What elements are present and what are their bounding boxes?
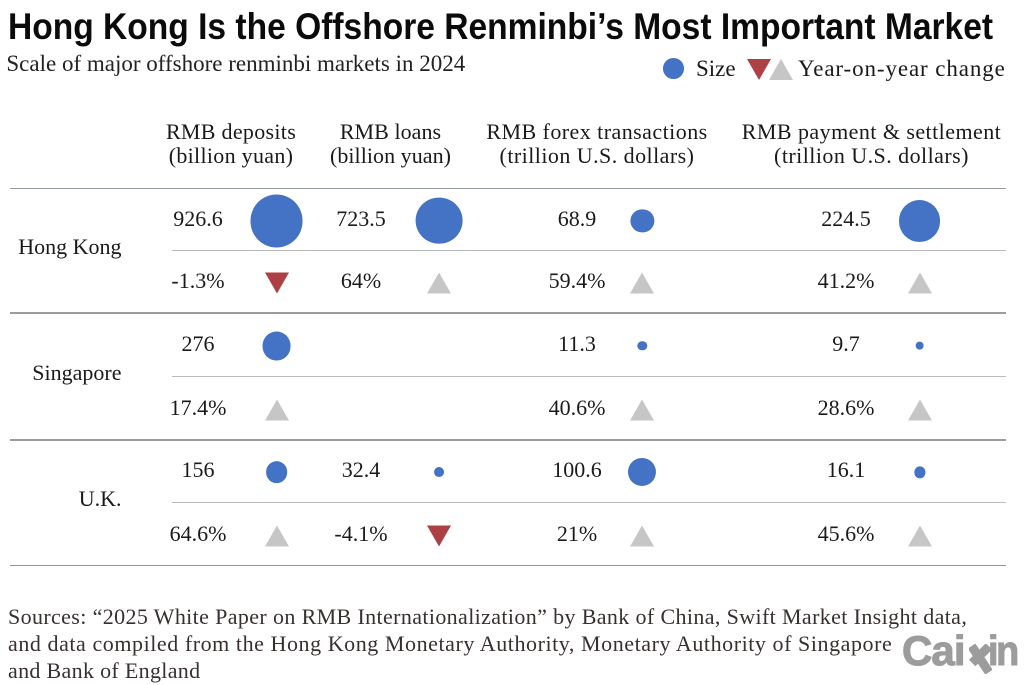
sources-line: and data compiled from the Hong Kong Mon…: [8, 630, 893, 656]
cell-change-hong-kong-payment: 41.2%: [817, 268, 875, 294]
legend-up-triangle-icon: [769, 58, 793, 80]
column-header-loans: RMB loans (billion yuan): [329, 119, 452, 169]
cell-change-hong-kong-deposits: -1.3%: [171, 268, 225, 294]
column-header-deposits: RMB deposits (billion yuan): [165, 119, 297, 169]
column-header-payment: RMB payment & settlement (trillion U.S. d…: [741, 119, 1002, 169]
size-bubble-u-k-payment: [913, 466, 926, 478]
chart-title: Hong Kong Is the Offshore Renminbi’s Mos…: [8, 6, 994, 48]
cell-value-hong-kong-forex: 68.9: [557, 205, 597, 231]
caixin-logo-x-icon: [968, 644, 992, 675]
legend-size-bubble-icon: [663, 58, 684, 79]
legend-size-label: Size: [696, 55, 736, 81]
size-bubble-singapore-forex: [637, 341, 647, 351]
row-label-u-k-: U.K.: [78, 486, 122, 512]
up-triangle-icon-u-k-payment: [907, 525, 932, 547]
row-label-singapore: Singapore: [32, 360, 122, 385]
group-separator-rule: [10, 312, 1006, 314]
size-bubble-u-k-loans: [434, 467, 444, 478]
row-mid-rule: [171, 249, 1006, 252]
cell-value-u-k-forex: 100.6: [552, 457, 602, 483]
cell-change-singapore-payment: 28.6%: [817, 394, 875, 420]
sources-note: Sources: “2025 White Paper on RMB Intern…: [8, 603, 967, 685]
cell-value-u-k-loans: 32.4: [341, 457, 381, 483]
caixin-logo: Cai in: [901, 626, 1022, 678]
cell-value-hong-kong-loans: 723.5: [336, 205, 386, 231]
up-triangle-icon-u-k-forex: [630, 525, 655, 547]
cell-change-hong-kong-loans: 64%: [340, 268, 382, 294]
cell-change-u-k-deposits: 64.6%: [169, 520, 227, 546]
up-triangle-icon-hong-kong-forex: [630, 272, 655, 294]
group-separator-rule: [10, 439, 1006, 441]
up-triangle-icon-hong-kong-loans: [427, 272, 451, 294]
size-bubble-hong-kong-forex: [630, 209, 654, 233]
size-bubble-u-k-deposits: [265, 461, 288, 484]
chart-subtitle: Scale of major offshore renminbi markets…: [6, 51, 466, 77]
row-mid-rule: [171, 375, 1006, 378]
cell-value-u-k-payment: 16.1: [826, 457, 866, 483]
size-bubble-u-k-forex: [628, 458, 657, 487]
down-triangle-icon-hong-kong-deposits: [264, 272, 289, 294]
size-bubble-hong-kong-loans: [415, 197, 463, 245]
size-bubble-singapore-payment: [915, 341, 924, 351]
row-mid-rule: [171, 501, 1006, 504]
table-bottom-rule: [10, 564, 1006, 567]
up-triangle-icon-singapore-deposits: [264, 399, 289, 421]
cell-value-hong-kong-deposits: 926.6: [173, 205, 223, 231]
sources-line: and Bank of England: [8, 658, 201, 684]
size-bubble-hong-kong-deposits: [250, 194, 303, 248]
size-bubble-singapore-deposits: [262, 331, 291, 361]
cell-value-singapore-forex: 11.3: [558, 330, 596, 356]
column-header-forex: RMB forex transactions (trillion U.S. dol…: [486, 119, 708, 169]
cell-value-hong-kong-payment: 224.5: [821, 205, 871, 231]
cell-change-u-k-forex: 21%: [556, 520, 598, 546]
cell-change-u-k-payment: 45.6%: [817, 520, 875, 546]
caixin-logo-text-right: in: [988, 627, 1020, 675]
row-label-hong-kong: Hong Kong: [18, 234, 122, 260]
caixin-logo-text-left: Cai: [901, 627, 966, 675]
size-bubble-hong-kong-payment: [898, 199, 941, 242]
cell-value-singapore-payment: 9.7: [832, 330, 860, 356]
up-triangle-icon-singapore-payment: [907, 399, 932, 421]
cell-change-u-k-loans: -4.1%: [334, 520, 388, 546]
down-triangle-icon-u-k-loans: [427, 525, 451, 547]
legend-change-label: Year-on-year change: [798, 55, 1006, 81]
table-top-rule: [10, 187, 1006, 190]
sources-line: Sources: “2025 White Paper on RMB Intern…: [8, 603, 968, 629]
cell-change-singapore-forex: 40.6%: [548, 394, 606, 420]
cell-value-singapore-deposits: 276: [181, 330, 215, 356]
cell-change-singapore-deposits: 17.4%: [169, 394, 227, 420]
up-triangle-icon-hong-kong-payment: [907, 272, 932, 294]
legend-down-triangle-icon: [747, 58, 771, 80]
cell-change-hong-kong-forex: 59.4%: [548, 268, 606, 294]
up-triangle-icon-singapore-forex: [630, 399, 655, 421]
up-triangle-icon-u-k-deposits: [264, 525, 289, 547]
cell-value-u-k-deposits: 156: [181, 457, 215, 483]
